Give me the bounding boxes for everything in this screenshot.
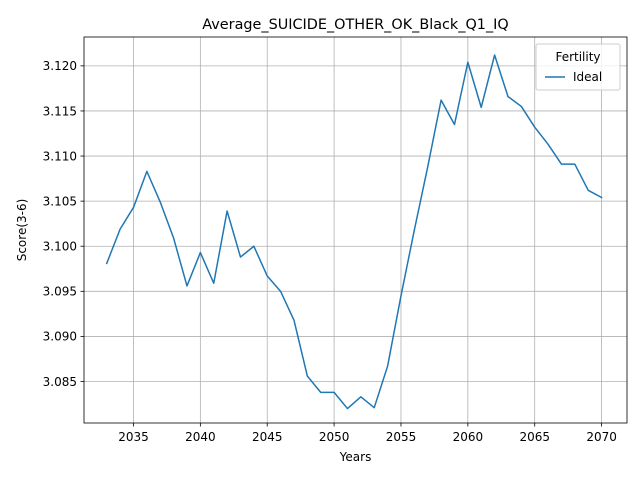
x-tick-label: 2055 (386, 430, 417, 444)
tick-layer: 2035 2040 2045 2050 2055 2060 2065 2070 3.085 3.0… (43, 59, 617, 444)
x-tick-label: 2050 (319, 430, 350, 444)
x-tick-label: 2045 (252, 430, 283, 444)
data-point (493, 54, 495, 56)
data-point (266, 275, 268, 277)
x-tick-label: 2040 (185, 430, 216, 444)
y-tick-label: 3.100 (43, 240, 77, 254)
data-point (467, 61, 469, 63)
legend-box (535, 43, 621, 91)
y-tick-label: 3.110 (43, 149, 77, 163)
data-point (119, 228, 121, 230)
data-point (333, 391, 335, 393)
data-point (480, 106, 482, 108)
plot-area-frame (83, 36, 628, 424)
series-layer (105, 54, 603, 410)
y-tick-label: 3.120 (43, 59, 77, 73)
x-tick-label: 2070 (586, 430, 617, 444)
data-point (306, 375, 308, 377)
data-point (279, 290, 281, 292)
x-tick-label: 2065 (519, 430, 550, 444)
data-point (373, 406, 375, 408)
data-point (186, 285, 188, 287)
legend-entry-label: Ideal (573, 70, 602, 84)
x-tick-label: 2060 (453, 430, 484, 444)
data-point (239, 256, 241, 258)
data-point (172, 237, 174, 239)
data-point (320, 391, 322, 393)
series-line-ideal (105, 54, 603, 410)
legend-title: Fertility (555, 50, 600, 64)
data-point (560, 163, 562, 165)
data-point (293, 319, 295, 321)
data-point (600, 196, 602, 198)
y-tick-label: 3.115 (43, 104, 77, 118)
data-point (507, 95, 509, 97)
x-axis-title: Years (339, 450, 372, 464)
data-point (106, 262, 108, 264)
y-tick-label: 3.085 (43, 375, 77, 389)
y-axis-title: Score(3-6) (15, 199, 29, 262)
data-point (427, 166, 429, 168)
data-point (400, 295, 402, 297)
data-point (159, 201, 161, 203)
data-point (199, 251, 201, 253)
data-point (574, 163, 576, 165)
y-tick-label: 3.090 (43, 330, 77, 344)
data-point (360, 396, 362, 398)
grid-layer (84, 37, 627, 423)
y-tick-label: 3.105 (43, 194, 77, 208)
data-point (132, 206, 134, 208)
x-tick-label: 2035 (118, 430, 149, 444)
data-point (253, 245, 255, 247)
y-tick-label: 3.095 (43, 285, 77, 299)
data-point (534, 126, 536, 128)
data-point (386, 365, 388, 367)
legend: Fertility Ideal (535, 43, 621, 91)
data-point (587, 189, 589, 191)
data-point (520, 105, 522, 107)
data-point (547, 143, 549, 145)
data-point (213, 282, 215, 284)
data-point (146, 170, 148, 172)
data-point (413, 229, 415, 231)
data-point (226, 210, 228, 212)
data-point (453, 123, 455, 125)
data-point (440, 99, 442, 101)
chart-title: Average_SUICIDE_OTHER_OK_Black_Q1_IQ (202, 17, 508, 33)
data-point (346, 407, 348, 409)
